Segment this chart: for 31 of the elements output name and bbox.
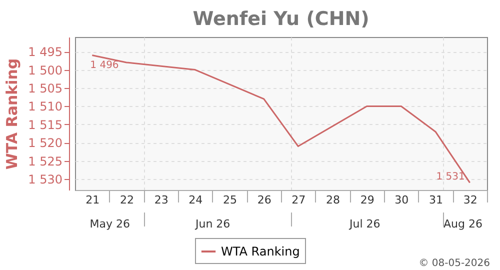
- data-label: 1 496: [90, 60, 119, 72]
- x-tick-label: 30: [394, 194, 409, 206]
- x-tick-label: 22: [120, 194, 134, 206]
- x-tick-label: 26: [257, 194, 272, 206]
- data-label: 1 531: [436, 172, 465, 183]
- x-tick-label: 24: [188, 194, 203, 206]
- y-tick-label: 1 495: [28, 45, 62, 60]
- x-tick-label: 27: [292, 194, 306, 206]
- x2-tick-label: Jun 26: [194, 218, 230, 230]
- y-tick-label: 1 530: [28, 172, 62, 187]
- x2-tick-label: Aug 26: [443, 218, 482, 230]
- y-tick-label: 1 515: [28, 118, 62, 132]
- y-tick-label: 1 520: [28, 136, 62, 150]
- line-series: [91, 54, 471, 184]
- legend-label: WTA Ranking: [221, 244, 300, 258]
- text: © 08-05-2026: [418, 258, 490, 269]
- x2-tick-label: Jul 26: [348, 218, 380, 230]
- x-tick-label: 28: [326, 194, 340, 206]
- y-tick-label: 1 505: [28, 82, 62, 96]
- x-tick-label: 21: [86, 194, 100, 206]
- y-tick-label: 1 510: [28, 100, 62, 114]
- x2-tick-label: May 26: [90, 218, 130, 230]
- y-tick-label: 1 500: [28, 63, 62, 78]
- x-tick-label: 25: [223, 194, 237, 206]
- chart-title: Wenfei Yu (CHN): [192, 8, 370, 30]
- x-tick-label: 29: [360, 194, 374, 206]
- y-tick-label: 1 525: [28, 154, 62, 168]
- x-tick-label: 23: [154, 194, 168, 206]
- x-tick-label: 31: [429, 194, 443, 206]
- x-tick-label: 32: [463, 194, 478, 206]
- y-axis-title: WTA Ranking: [3, 58, 22, 170]
